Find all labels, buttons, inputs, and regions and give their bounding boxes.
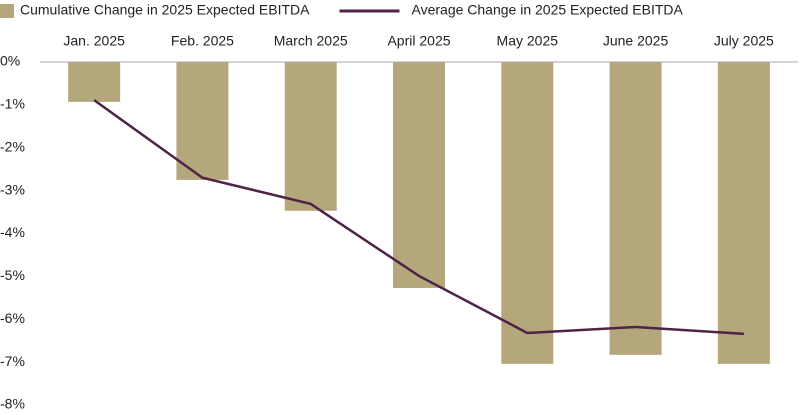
y-tick-label: -3%	[0, 181, 25, 197]
x-tick-label: July 2025	[714, 33, 774, 49]
x-tick-label: Feb. 2025	[171, 33, 234, 49]
bar	[393, 62, 445, 288]
bar	[501, 62, 554, 364]
bar	[284, 62, 337, 211]
x-tick-label: June 2025	[603, 33, 669, 49]
bar	[609, 62, 662, 355]
x-tick-label: May 2025	[497, 33, 559, 49]
line	[93, 99, 744, 336]
x-tick-label: Jan. 2025	[63, 33, 125, 49]
y-tick-label: 0%	[0, 53, 20, 69]
x-tick-label: March 2025	[274, 33, 348, 49]
legend-label: Cumulative Change in 2025 Expected EBITD…	[20, 2, 310, 18]
y-tick-label: -5%	[0, 267, 25, 283]
x-tick-label: April 2025	[387, 33, 450, 49]
y-tick-label: -6%	[0, 310, 25, 326]
y-tick-label: -2%	[0, 138, 25, 154]
legend-swatch	[0, 4, 14, 18]
y-tick-label: -1%	[0, 96, 25, 112]
bar	[176, 62, 229, 180]
legend-label: Average Change in 2025 Expected EBITDA	[412, 2, 684, 18]
y-tick-label: -4%	[0, 224, 25, 240]
y-tick-label: -7%	[0, 353, 25, 369]
bar	[68, 62, 121, 102]
bar	[717, 62, 770, 364]
y-tick-label: -8%	[0, 396, 25, 412]
